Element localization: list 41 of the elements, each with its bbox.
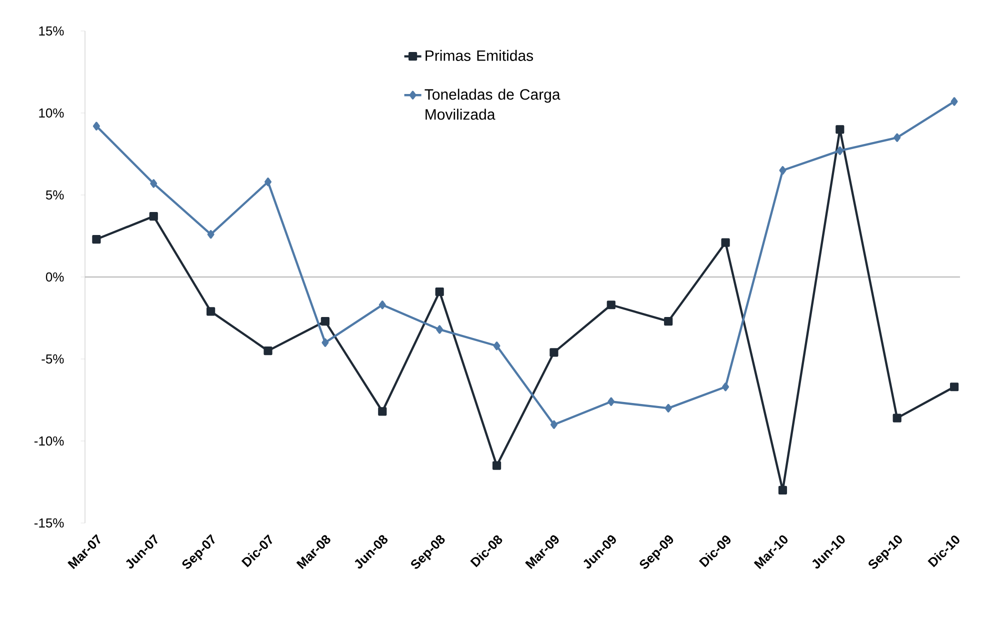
point — [550, 348, 558, 357]
y-tick-label: 5% — [46, 190, 64, 200]
point — [836, 125, 844, 134]
point — [492, 461, 502, 470]
point — [894, 133, 901, 142]
point — [664, 404, 672, 412]
point — [550, 420, 558, 429]
legend-label: Toneladas de Carga Movilizada — [424, 88, 560, 120]
point — [149, 212, 158, 221]
y-tick-label: 0% — [46, 272, 64, 282]
point — [778, 486, 788, 494]
point — [721, 238, 730, 247]
point — [378, 407, 387, 416]
point — [92, 234, 101, 244]
point — [950, 97, 958, 106]
y-tick-label: 10% — [39, 108, 64, 118]
point — [722, 382, 730, 392]
point — [836, 146, 844, 156]
point — [378, 300, 386, 310]
y-tick-label: -5% — [42, 354, 64, 364]
point — [606, 300, 616, 310]
point — [322, 338, 329, 347]
point — [493, 342, 500, 350]
point — [950, 382, 959, 392]
point — [779, 166, 786, 175]
point — [608, 397, 615, 406]
point — [92, 122, 100, 130]
point — [150, 179, 158, 188]
y-tick-label: -15% — [34, 518, 64, 528]
legend-label: Primas Emitidas — [426, 50, 534, 61]
point — [207, 230, 214, 239]
point — [436, 325, 444, 334]
point — [320, 316, 330, 326]
y-tick-label: 15% — [39, 26, 64, 36]
point — [206, 307, 216, 316]
point — [892, 414, 902, 422]
y-tick-label: -10% — [34, 436, 64, 446]
point — [264, 346, 272, 356]
point — [664, 316, 673, 326]
point — [435, 287, 444, 296]
point — [264, 178, 272, 186]
